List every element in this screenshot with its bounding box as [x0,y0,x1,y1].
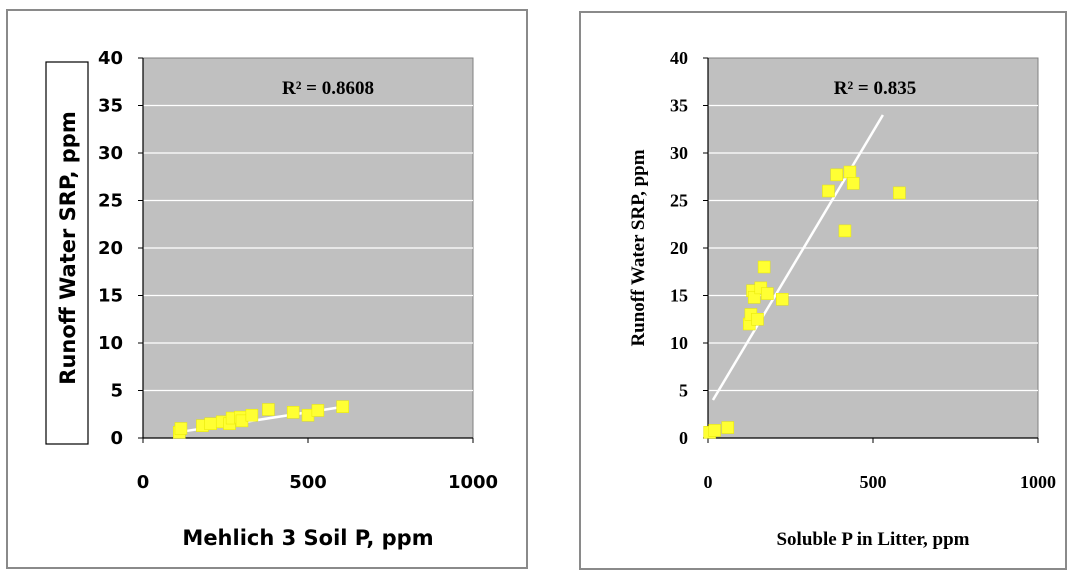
data-point [286,406,300,419]
x-tick-label: 0 [704,472,713,492]
data-point [893,186,906,200]
data-point [174,422,188,435]
x-tick-label: 1000 [1020,472,1056,492]
data-point [708,424,721,437]
data-point [262,403,275,416]
x-tick-label: 0 [137,472,150,493]
x-tick-label: 1000 [448,472,498,493]
data-point [846,177,860,190]
data-point [830,168,843,182]
y-tick-label: 35 [98,96,123,117]
data-point [747,291,761,304]
r-squared-annotation: R² = 0.8608 [282,78,374,99]
x-tick-label: 500 [860,472,887,492]
y-tick-label: 35 [670,96,688,116]
data-point [245,408,259,422]
y-tick-label: 0 [679,428,688,448]
y-tick-label: 40 [98,48,123,69]
x-axis-label: Mehlich 3 Soil P, ppm [182,526,433,550]
data-point [776,293,789,306]
y-tick-label: 30 [670,143,688,163]
data-point [751,313,764,326]
y-tick-label: 15 [98,286,123,307]
y-tick-label: 25 [98,191,123,212]
r-squared-annotation: R² = 0.835 [834,78,917,99]
y-tick-label: 20 [98,238,123,259]
data-point [757,260,771,274]
data-point [822,184,835,198]
x-axis-label: Soluble P in Litter, ppm [776,529,969,550]
y-tick-label: 5 [679,381,688,401]
y-tick-label: 10 [98,333,123,354]
y-tick-label: 25 [670,191,688,211]
y-tick-label: 40 [670,48,688,68]
y-axis-label: Runoff Water SRP, ppm [56,111,80,384]
y-tick-label: 15 [670,286,688,306]
trendline [711,114,884,401]
y-tick-label: 20 [670,238,688,258]
data-point [843,165,857,179]
chart-right: 0 5 10 15 20 25 30 35 40 0 500 1000 R² = 0.835 Solubl… [628,48,1056,550]
y-axis-label-box [45,61,89,445]
data-point [311,404,325,417]
y-tick-label: 10 [670,333,688,353]
y-tick-label: 5 [110,381,123,402]
data-point [204,417,217,430]
y-tick-label: 30 [98,143,123,164]
y-tick-label: 0 [110,428,123,449]
data-point [761,287,774,300]
y-axis-label: Runoff Water SRP, ppm [628,149,649,346]
data-point [838,224,852,238]
data-point [336,400,349,413]
data-point [721,421,735,434]
chart-left: 0 5 10 15 20 25 30 35 40 0 500 1000 R² = 0.8608 Mehli… [45,48,498,550]
x-tick-label: 500 [289,472,327,493]
